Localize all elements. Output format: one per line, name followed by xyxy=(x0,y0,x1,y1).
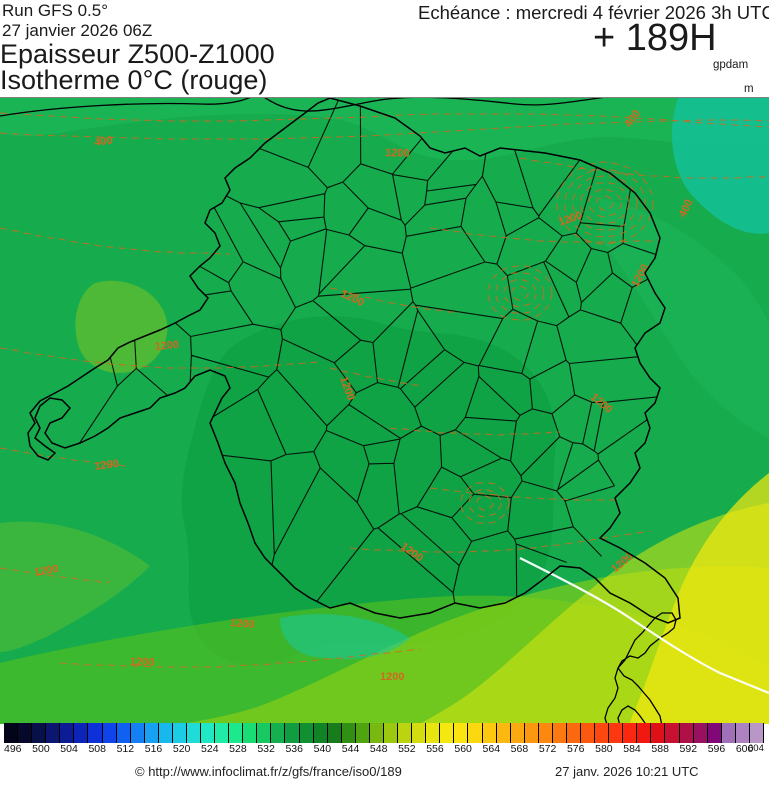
svg-text:1200: 1200 xyxy=(380,671,404,683)
svg-text:1200: 1200 xyxy=(154,339,179,353)
svg-text:1200: 1200 xyxy=(130,656,155,669)
svg-text:1200: 1200 xyxy=(230,617,255,631)
svg-text:400: 400 xyxy=(94,135,114,149)
svg-text:1200: 1200 xyxy=(385,147,410,160)
